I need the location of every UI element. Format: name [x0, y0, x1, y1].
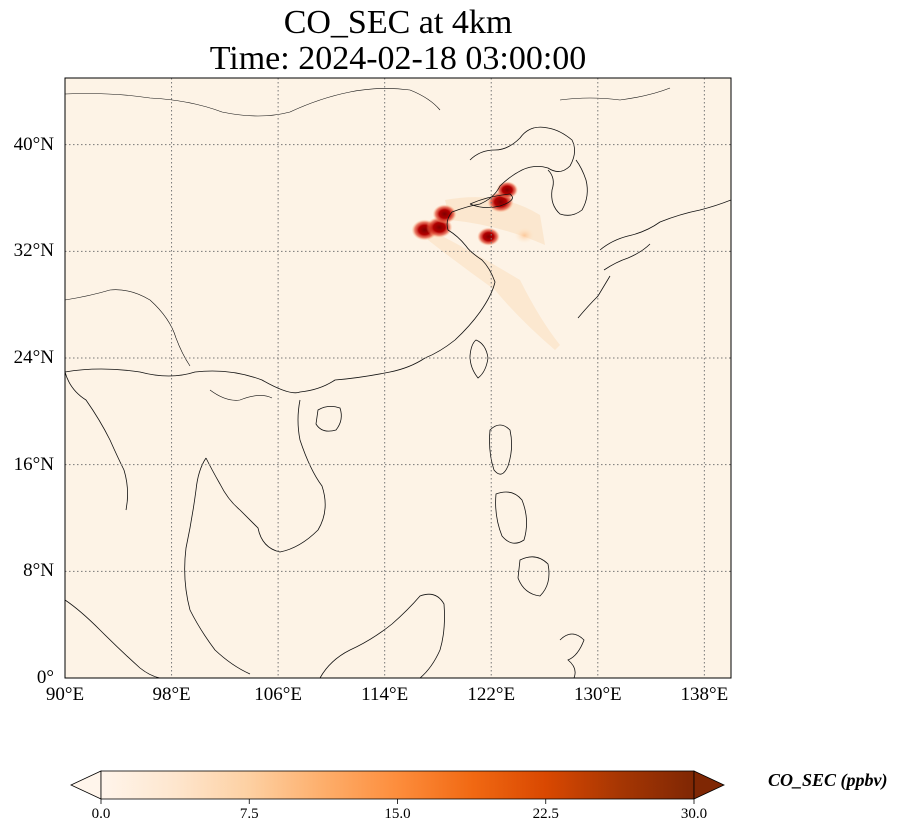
- hotspot-layer: [411, 181, 535, 246]
- colorbar-tick-label: 15.0: [384, 806, 411, 822]
- lon-tick-label: 98°E: [152, 684, 191, 705]
- concentration-hotspot: [496, 181, 519, 199]
- lat-tick-label: 16°N: [13, 453, 54, 475]
- colorbar-extend-max: [693, 770, 725, 800]
- concentration-hotspot: [514, 227, 535, 244]
- map-field-background: [65, 78, 731, 678]
- lon-tick-label: 122°E: [467, 684, 516, 705]
- concentration-hotspot: [477, 227, 501, 246]
- concentration-hotspot: [432, 204, 457, 224]
- colorbar-extend-min: [70, 770, 102, 800]
- lon-tick-label: 90°E: [45, 684, 85, 705]
- lat-tick-label: 8°N: [23, 560, 54, 582]
- lat-tick-label: 40°N: [13, 133, 54, 155]
- map-frame: [64, 77, 732, 679]
- lon-tick-label: 106°E: [254, 684, 302, 705]
- coastlines: [65, 87, 731, 678]
- lat-tick-label: 0°: [36, 667, 54, 688]
- graticule: [65, 78, 731, 678]
- map-title-line2: Time: 2024-02-18 03:00:00: [209, 40, 587, 77]
- lat-tick-label: 24°N: [13, 347, 54, 368]
- colorbar-tick-label: 7.5: [239, 806, 259, 822]
- plume-shading: [428, 230, 560, 350]
- colorbar: [70, 770, 725, 804]
- colorbar-tick-label: 30.0: [680, 806, 708, 822]
- colorbar-gradient: [100, 770, 695, 800]
- colorbar-tick-label: 22.5: [532, 806, 559, 822]
- lat-tick-label: 32°N: [13, 240, 54, 262]
- map-title-line1: CO_SEC at 4km: [283, 4, 513, 41]
- colorbar-label: CO_SEC (ppbv): [768, 770, 888, 790]
- colorbar-tick-label: 0.0: [91, 806, 111, 822]
- lon-tick-label: 114°E: [361, 684, 409, 705]
- lon-tick-label: 138°E: [680, 684, 729, 705]
- lon-tick-label: 130°E: [573, 684, 622, 705]
